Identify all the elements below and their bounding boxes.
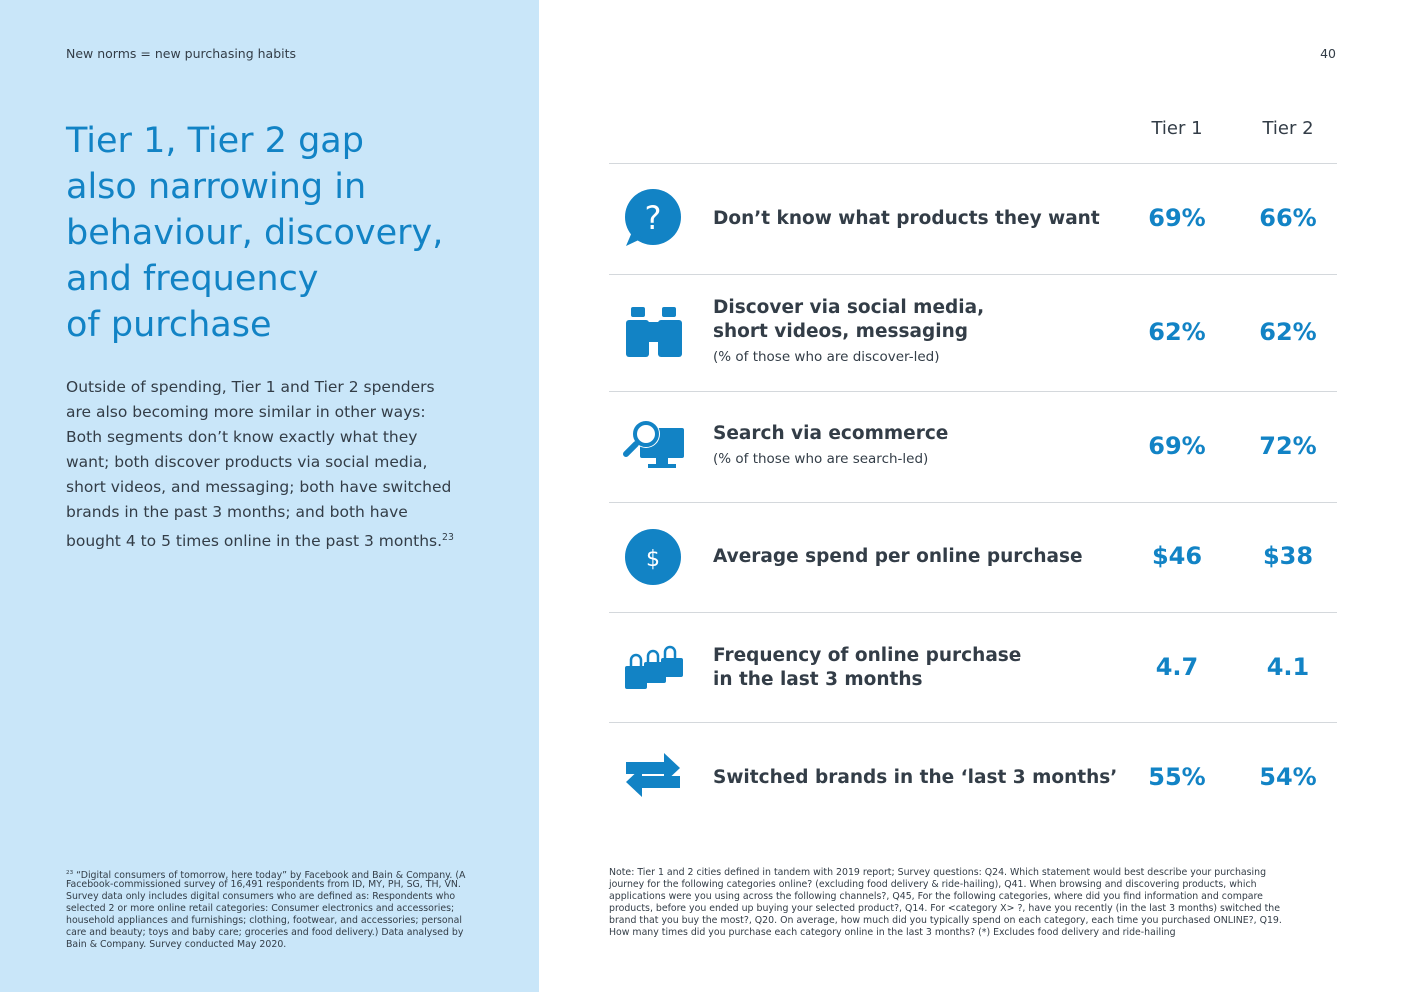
- label-line: Search via ecommerce: [713, 423, 949, 444]
- row-label: Search via ecommerce (% of those who are …: [713, 422, 948, 472]
- label-line: Frequency of online purchase: [713, 645, 1022, 666]
- body-line: Both segments don’t know exactly what th…: [66, 428, 418, 446]
- value: $38: [1262, 542, 1314, 570]
- column-header: Tier 1: [1151, 118, 1203, 139]
- note-line: Note: Tier 1 and 2 cities defined in tan…: [609, 867, 1267, 878]
- footnote-ref: 23: [442, 532, 454, 543]
- value: 69%: [1148, 432, 1206, 460]
- label-note: (% of those who are discover-led): [713, 349, 940, 365]
- column-header: Tier 2: [1262, 118, 1314, 139]
- note-line: brand that you buy the most?, Q20. On av…: [609, 915, 1282, 926]
- footnote-line: Survey data only includes digital consum…: [66, 891, 456, 902]
- title-line: of purchase: [66, 305, 272, 345]
- search-screen-icon: [623, 420, 684, 468]
- body-line: want; both discover products via social …: [66, 453, 428, 471]
- value: 55%: [1148, 763, 1206, 791]
- value: 54%: [1259, 763, 1317, 791]
- value: 4.7: [1155, 653, 1199, 681]
- value: 62%: [1259, 318, 1317, 346]
- title-line: Tier 1, Tier 2 gap: [66, 121, 364, 161]
- label-line: Average spend per online purchase: [713, 546, 1083, 567]
- row-divider: [609, 391, 1337, 392]
- footnote-ref: 23: [66, 870, 74, 876]
- value: $46: [1151, 542, 1203, 570]
- footnote-line: selected 2 or more online retail categor…: [66, 903, 455, 914]
- body-line: Outside of spending, Tier 1 and Tier 2 s…: [66, 378, 435, 396]
- title-line: also narrowing in: [66, 167, 367, 207]
- footnote-line: Bain & Company. Survey conducted May 202…: [66, 939, 287, 950]
- footnote-line: household appliances and furnishings; cl…: [66, 915, 462, 926]
- body-line: are also becoming more similar in other …: [66, 403, 426, 421]
- row-divider: [609, 163, 1337, 164]
- label-line: short videos, messaging: [713, 321, 969, 342]
- row-divider: [609, 612, 1337, 613]
- value: 66%: [1259, 204, 1317, 232]
- footnote-line: care and beauty; toys and baby care; gro…: [66, 927, 464, 938]
- value: 69%: [1148, 204, 1206, 232]
- switch-icon: [626, 753, 680, 797]
- body-line: brands in the past 3 months; and both ha…: [66, 503, 408, 521]
- note-line: journey for the following categories onl…: [609, 879, 1257, 890]
- title-line: behaviour, discovery,: [66, 213, 444, 253]
- row-divider: [609, 502, 1337, 503]
- question-icon: [625, 189, 681, 245]
- value: 4.1: [1266, 653, 1310, 681]
- value: 72%: [1259, 432, 1317, 460]
- row-divider: [609, 722, 1337, 723]
- page-number: 40: [1320, 46, 1336, 61]
- dollar-icon: [625, 529, 681, 585]
- note-line: applications were you using across the f…: [609, 891, 1263, 902]
- title-line: and frequency: [66, 259, 319, 299]
- label-line: in the last 3 months: [713, 669, 923, 690]
- label-note: (% of those who are search-led): [713, 451, 929, 467]
- svg-text:$: $: [646, 547, 660, 572]
- svg-text:?: ?: [645, 199, 662, 237]
- value: 62%: [1148, 318, 1206, 346]
- bags-icon: [629, 645, 677, 668]
- body-line: short videos, and messaging; both have s…: [66, 478, 452, 496]
- label-line: Don’t know what products they want: [713, 208, 1100, 229]
- row-label: Average spend per online purchase: [713, 545, 1083, 569]
- binoculars-icon: [626, 307, 682, 357]
- row-label: Discover via social media, short videos, …: [713, 296, 984, 370]
- body-line: bought 4 to 5 times online in the past 3…: [66, 532, 454, 551]
- side-panel: [0, 0, 539, 992]
- note-line: How many times did you purchase each cat…: [609, 927, 1176, 938]
- label-line: Discover via social media,: [713, 297, 985, 318]
- label-line: Switched brands in the ‘last 3 months’: [713, 767, 1118, 788]
- section-header: New norms = new purchasing habits: [66, 46, 297, 61]
- row-label: Don’t know what products they want: [713, 207, 1100, 231]
- footnote-line: Facebook-commissioned survey of 16,491 r…: [66, 879, 461, 890]
- row-label: Switched brands in the ‘last 3 months’: [713, 766, 1117, 790]
- footnote-line: 23 “Digital consumers of tomorrow, here …: [66, 870, 466, 882]
- row-label: Frequency of online purchase in the last …: [713, 644, 1021, 692]
- row-divider: [609, 274, 1337, 275]
- note-line: products, before you ended up buying you…: [609, 903, 1280, 914]
